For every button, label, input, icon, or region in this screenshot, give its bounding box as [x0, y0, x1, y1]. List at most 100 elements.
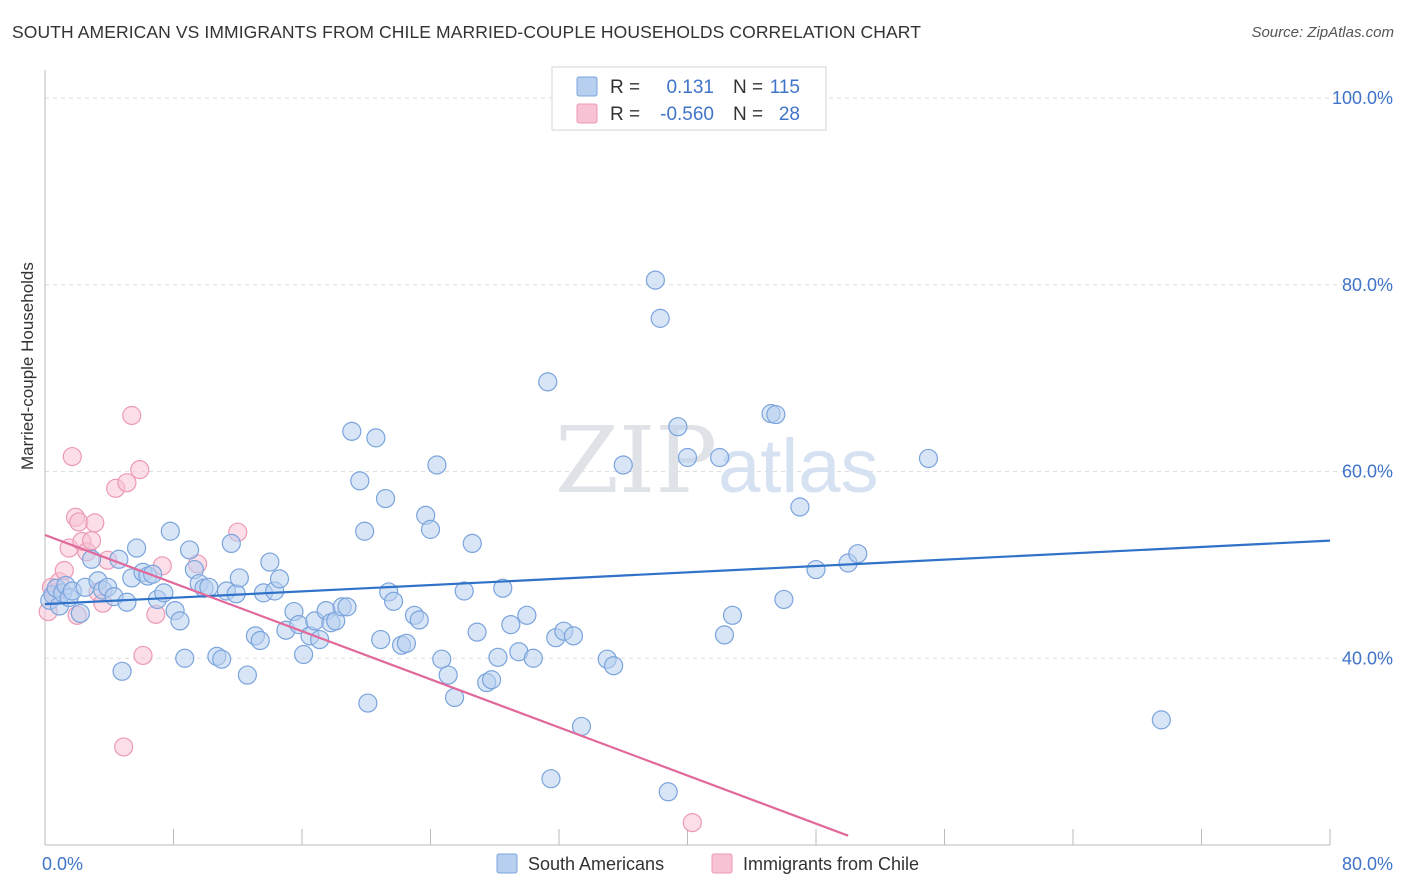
legend-n-value-2: 28	[779, 104, 800, 125]
legend-r-label-2: R =	[610, 104, 640, 125]
trend-line	[44, 539, 1331, 606]
data-point	[563, 626, 584, 646]
data-point	[650, 308, 670, 328]
data-point	[133, 645, 153, 666]
y-tick-label: 100.0%	[1332, 88, 1393, 108]
data-point	[848, 544, 868, 564]
data-point	[85, 513, 105, 533]
data-point	[481, 670, 502, 690]
data-point	[294, 644, 314, 665]
data-point	[383, 591, 404, 611]
data-point	[229, 568, 249, 588]
data-point	[722, 605, 743, 625]
data-point	[774, 589, 794, 610]
data-point	[682, 812, 702, 833]
correlation-legend: R = 0.131 N = 115 R = -0.560 N = 28	[551, 66, 827, 131]
data-point	[375, 488, 396, 509]
data-point	[790, 497, 810, 517]
data-point	[179, 540, 200, 560]
data-point	[677, 447, 698, 468]
y-tick-label: 60.0%	[1342, 462, 1393, 482]
data-point	[371, 629, 391, 650]
y-tick-labels: 100.0% 80.0% 60.0% 40.0%	[1332, 88, 1393, 668]
data-point	[175, 648, 195, 668]
legend-swatch-blue	[576, 76, 598, 97]
legend-n-label-2: N =	[733, 104, 763, 125]
data-point	[160, 521, 180, 541]
data-point	[523, 648, 543, 668]
data-point	[493, 578, 513, 598]
data-point	[766, 404, 786, 425]
y-tick-label: 80.0%	[1342, 275, 1393, 295]
data-point	[358, 693, 378, 713]
legend-r-value-2: -0.560	[660, 104, 714, 125]
series-south-americans	[40, 270, 1171, 802]
data-point	[350, 471, 370, 491]
trend-line	[44, 533, 849, 837]
data-point	[454, 581, 474, 601]
data-point	[117, 473, 137, 493]
axes	[44, 70, 1331, 846]
watermark-atlas: atlas	[718, 424, 879, 509]
data-point	[409, 610, 429, 630]
data-point	[122, 405, 142, 426]
data-point	[337, 597, 357, 617]
data-point	[427, 455, 447, 475]
data-point	[488, 647, 508, 667]
data-point	[250, 630, 270, 651]
data-point	[62, 446, 82, 467]
data-point	[81, 531, 102, 551]
data-point	[70, 603, 90, 624]
data-point	[501, 615, 521, 635]
data-point	[130, 460, 150, 480]
data-point	[438, 665, 458, 685]
data-point	[918, 448, 939, 469]
data-point	[237, 665, 257, 685]
data-point	[420, 519, 441, 539]
data-point	[221, 533, 241, 554]
legend-swatch-pink	[576, 103, 598, 124]
data-point	[714, 625, 735, 645]
legend-box	[551, 66, 827, 131]
legend-n-value-1: 115	[770, 77, 800, 98]
data-point	[668, 417, 688, 437]
y-tick-label: 40.0%	[1342, 648, 1393, 668]
data-point	[212, 649, 232, 669]
data-point	[517, 605, 537, 625]
data-point	[658, 782, 678, 802]
data-point	[396, 633, 417, 653]
series-legend: South Americans Immigrants from Chile	[496, 853, 919, 874]
x-tick-label: 0.0%	[42, 854, 83, 874]
series-legend-label-pink: Immigrants from Chile	[743, 854, 919, 874]
data-point	[355, 521, 375, 541]
series-legend-swatch-pink	[711, 853, 733, 874]
legend-n-label-1: N =	[733, 77, 763, 98]
data-point	[269, 569, 290, 589]
data-point	[462, 533, 482, 554]
data-point	[260, 552, 280, 572]
series-legend-swatch-blue	[496, 853, 518, 874]
data-point	[467, 622, 487, 642]
data-point	[112, 661, 132, 681]
data-point	[604, 656, 624, 676]
series-legend-label-blue: South Americans	[528, 854, 664, 874]
data-point	[342, 421, 362, 441]
data-point	[645, 270, 665, 290]
data-point	[69, 512, 89, 532]
data-point	[126, 538, 147, 558]
data-point	[1151, 710, 1171, 730]
data-point	[541, 769, 561, 789]
source-note: Source: ZipAtlas.com	[1251, 24, 1394, 41]
data-point	[710, 447, 730, 468]
data-point	[806, 559, 826, 580]
data-point	[366, 428, 386, 448]
legend-r-value-1: 0.131	[666, 77, 714, 98]
data-point	[613, 455, 633, 475]
data-point	[538, 372, 558, 392]
data-point	[170, 611, 190, 631]
data-point	[117, 592, 137, 612]
legend-r-label-1: R =	[610, 77, 640, 98]
trend-lines	[44, 533, 1331, 837]
data-point	[114, 737, 134, 757]
